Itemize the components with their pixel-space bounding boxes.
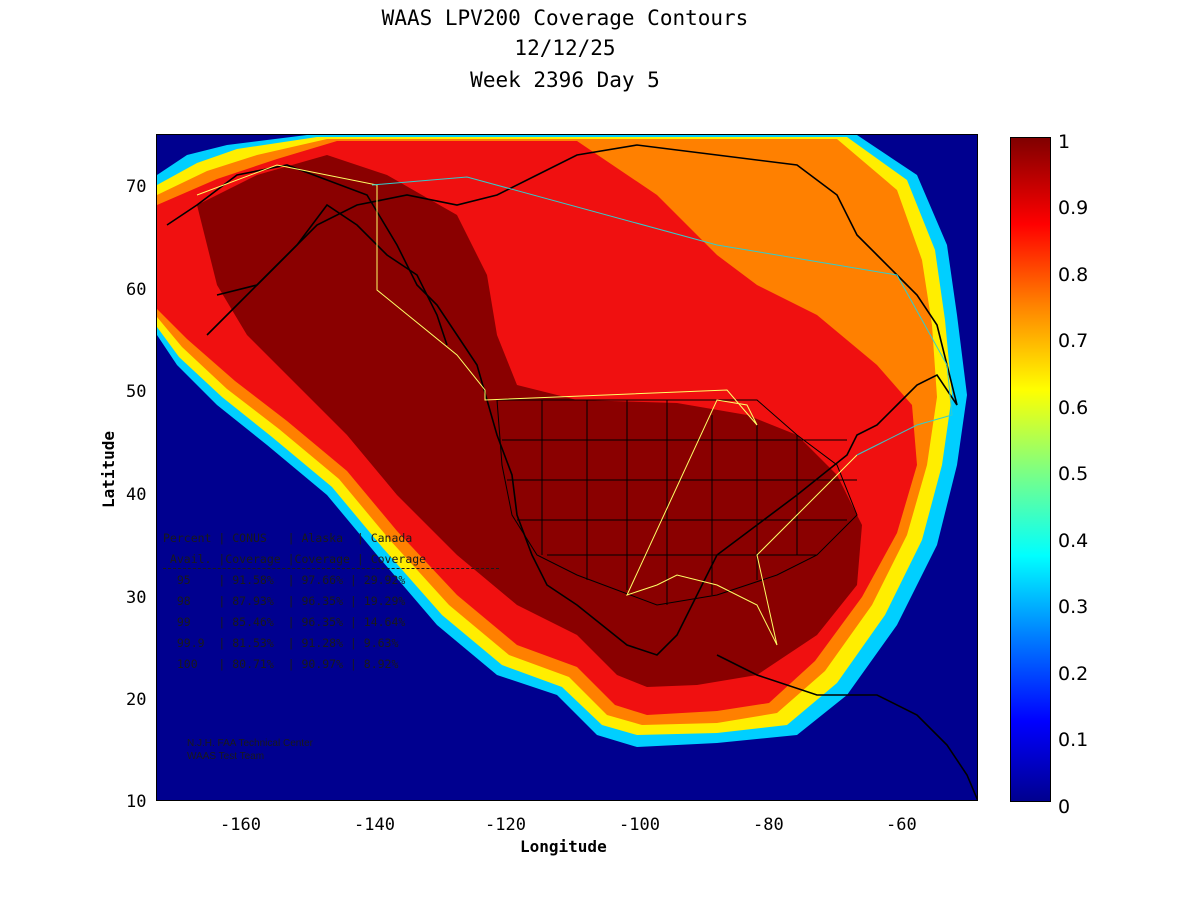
colorbar-tick-label: 0.2 (1058, 663, 1089, 685)
x-tick-label: -120 (485, 815, 526, 835)
colorbar-tick-label: 0.8 (1058, 264, 1089, 286)
colorbar-tick-label: 0.5 (1058, 463, 1089, 485)
colorbar-tick-label: 0.9 (1058, 197, 1089, 219)
x-tick-label: -80 (753, 815, 784, 835)
coverage-map: Percent | CONUS | Alaska | Canada Avail.… (157, 135, 978, 801)
y-tick-label: 30 (126, 588, 147, 608)
x-tick-label: -100 (619, 815, 660, 835)
colorbar-tick-label: 0.6 (1058, 397, 1089, 419)
y-tick-label: 40 (126, 485, 147, 505)
credit-line-2: WAAS Test Team (187, 751, 265, 762)
y-tick-label: 10 (126, 792, 147, 812)
stats-row: 99.9 | 81.53% | 91.28% | 9.63% (163, 636, 399, 650)
service-boundaries (196, 164, 953, 646)
x-tick-label: -160 (220, 815, 261, 835)
stats-header-1: Percent | CONUS | Alaska | Canada (163, 531, 413, 545)
stats-row: 95 | 91.58% | 97.66% | 29.92% (163, 573, 406, 587)
y-axis-title: Latitude (99, 430, 119, 509)
x-tick-label: -60 (886, 815, 917, 835)
y-tick-label: 60 (126, 280, 147, 300)
stats-divider (163, 568, 499, 569)
stats-row: 100 | 80.71% | 90.97% | 8.92% (163, 657, 399, 671)
x-axis-title: Longitude (520, 837, 607, 856)
colorbar-tick-label: 1 (1058, 131, 1071, 153)
colorbar-tick-label: 0 (1058, 796, 1071, 818)
colorbar-tick-label: 0.7 (1058, 330, 1089, 352)
stats-header-2: Avail. |Coverage |Coverage | Coverage (163, 552, 427, 566)
chart-title-line-2: 12/12/25 (514, 36, 616, 60)
colorbar-tick-label: 0.1 (1058, 729, 1089, 751)
coverage-band-peak (197, 155, 862, 687)
us-state-boundaries (496, 399, 858, 606)
stats-row: 98 | 87.93% | 96.35% | 19.29% (163, 594, 406, 608)
y-tick-label: 70 (126, 177, 147, 197)
colorbar-tick-label: 0.3 (1058, 596, 1089, 618)
colorbar (1010, 137, 1051, 802)
continent-outlines (166, 144, 978, 801)
chart-title-line-3: Week 2396 Day 5 (470, 68, 660, 92)
chart-title-line-1: WAAS LPV200 Coverage Contours (381, 6, 749, 30)
credit-line-1: N.J.H. FAA Technical Center (187, 738, 313, 749)
y-tick-label: 50 (126, 382, 147, 402)
coverage-map-svg (157, 135, 978, 801)
y-tick-label: 20 (126, 690, 147, 710)
colorbar-tick-label: 0.4 (1058, 530, 1089, 552)
stats-row: 99 | 85.46% | 96.35% | 14.64% (163, 615, 406, 629)
x-tick-label: -140 (354, 815, 395, 835)
